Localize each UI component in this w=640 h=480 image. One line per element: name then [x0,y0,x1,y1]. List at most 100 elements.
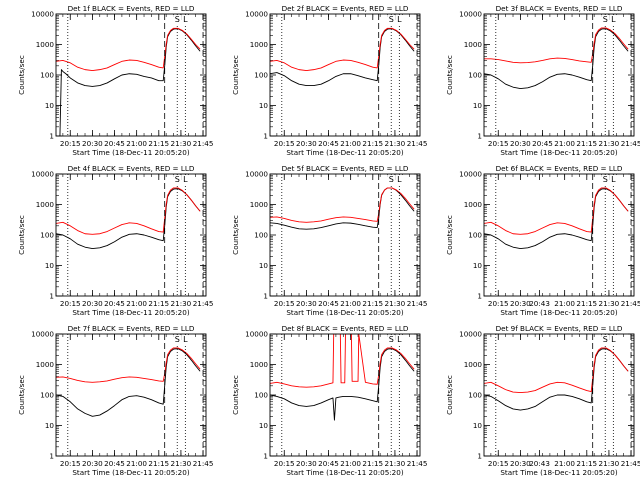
x-tick-label: 20:15 [488,139,509,148]
x-tick-label: 21:45 [193,139,214,148]
y-tick-label: 100 [468,231,482,240]
y-tick-label: 10 [473,421,483,430]
detector-panel-8: Det 8f BLACK = Events, RED = LLD 1 10 100 10… [231,324,427,477]
x-tick-label: 21:30 [171,299,192,308]
marker-label: L [183,335,188,344]
x-tick-label: 20:30 [510,139,531,148]
series-events-line [270,348,415,421]
marker-label-bg [387,335,396,344]
x-axis-label: Start Time (18-Dec-11 20:05:20) [286,468,403,477]
x-axis-label: Start Time (18-Dec-11 20:05:20) [72,308,189,317]
x-tick-label: 20:30 [82,299,103,308]
x-tick-label: 21:30 [599,299,620,308]
x-tick-label: 21:00 [126,459,147,468]
x-tick-label: 20:30 [510,459,531,468]
y-axis-label: Counts/sec [231,375,240,415]
plot-frame [269,173,421,297]
series-lld-line [484,347,629,394]
y-tick-label: 1000 [464,40,483,49]
panel-title: Det 7f BLACK = Events, RED = LLD [68,324,195,333]
x-axis-label: Start Time (18-Dec-11 20:05:20) [286,148,403,157]
x-tick-label: 21:15 [148,459,169,468]
marker-label: S [175,175,180,184]
x-tick-label: 20:15 [60,299,81,308]
y-tick-label: 10 [45,261,55,270]
y-tick-label: 1000 [464,360,483,369]
x-tick-label: 21:00 [340,459,361,468]
y-tick-label: 1000 [36,360,55,369]
marker-label-bg [173,175,182,184]
y-axis-label: Counts/sec [445,55,454,95]
series-lld-line [56,187,201,235]
x-tick-label: 21:30 [171,139,192,148]
marker-label-bg [395,335,404,344]
y-tick-label: 1 [477,452,482,461]
x-tick-label: 21:30 [599,459,620,468]
x-tick-label: 21:30 [599,139,620,148]
y-tick-label: 1 [49,452,54,461]
x-tick-label: 20:15 [60,459,81,468]
x-tick-label: 20:45 [318,299,339,308]
x-tick-label: 21:45 [193,459,214,468]
y-tick-label: 100 [468,71,482,80]
x-tick-label: 21:00 [554,459,575,468]
x-tick-label: 21:30 [385,459,406,468]
marker-label: S [175,335,180,344]
y-tick-label: 1 [477,132,482,141]
marker-label: L [611,175,616,184]
marker-label: L [183,175,188,184]
x-tick-label: 20:30 [510,299,531,308]
series-events-line [56,348,201,417]
x-tick-label: 21:00 [554,139,575,148]
plot-frame [55,333,207,457]
plot-frame [269,333,421,457]
plot-frame [483,13,635,137]
y-tick-label: 1 [477,292,482,301]
panel-title: Det 6f BLACK = Events, RED = LLD [496,164,623,173]
x-tick-label: 21:30 [385,299,406,308]
marker-label: S [603,335,608,344]
y-tick-label: 1000 [36,200,55,209]
marker-label: S [175,15,180,24]
marker-label-bg [395,15,404,24]
marker-label: S [389,335,394,344]
x-tick-label: 20:15 [488,299,509,308]
x-axis-label: Start Time (18-Dec-11 20:05:20) [286,308,403,317]
x-tick-label: 20:15 [274,299,295,308]
x-tick-label: 21:45 [621,299,640,308]
plot-frame [483,333,635,457]
y-axis-label: Counts/sec [231,55,240,95]
x-axis-label: Start Time (18-Dec-11 20:05:20) [72,148,189,157]
y-tick-label: 10000 [459,330,482,339]
series-events-line [56,188,201,249]
y-axis-label: Counts/sec [17,215,26,255]
detector-panel-6: Det 6f BLACK = Events, RED = LLD 1 10 100 10… [445,164,640,317]
y-tick-label: 10 [473,261,483,270]
y-tick-label: 1 [49,292,54,301]
x-tick-label: 20:43 [529,299,550,308]
y-tick-label: 10 [259,101,269,110]
marker-label-bg [181,15,190,24]
x-tick-label: 21:30 [171,459,192,468]
series-lld-line [270,27,415,71]
x-tick-label: 21:45 [407,139,428,148]
x-tick-label: 20:45 [104,459,125,468]
x-tick-label: 20:45 [318,139,339,148]
marker-label: L [611,335,616,344]
marker-label-bg [601,15,610,24]
marker-label-bg [601,335,610,344]
detector-panel-9: Det 9f BLACK = Events, RED = LLD 1 10 100 10… [445,324,640,477]
x-tick-label: 21:30 [385,139,406,148]
y-tick-label: 1 [263,132,268,141]
detector-panel-5: Det 5f BLACK = Events, RED = LLD 1 10 100 10… [231,164,427,317]
panel-title: Det 8f BLACK = Events, RED = LLD [282,324,409,333]
marker-label: S [389,15,394,24]
marker-label-bg [181,335,190,344]
x-tick-label: 21:15 [148,299,169,308]
series-lld-line [484,187,629,235]
panel-title: Det 1f BLACK = Events, RED = LLD [68,4,195,13]
y-tick-label: 1 [49,132,54,141]
y-tick-label: 100 [40,71,54,80]
x-tick-label: 21:45 [407,299,428,308]
y-tick-label: 10000 [31,330,54,339]
